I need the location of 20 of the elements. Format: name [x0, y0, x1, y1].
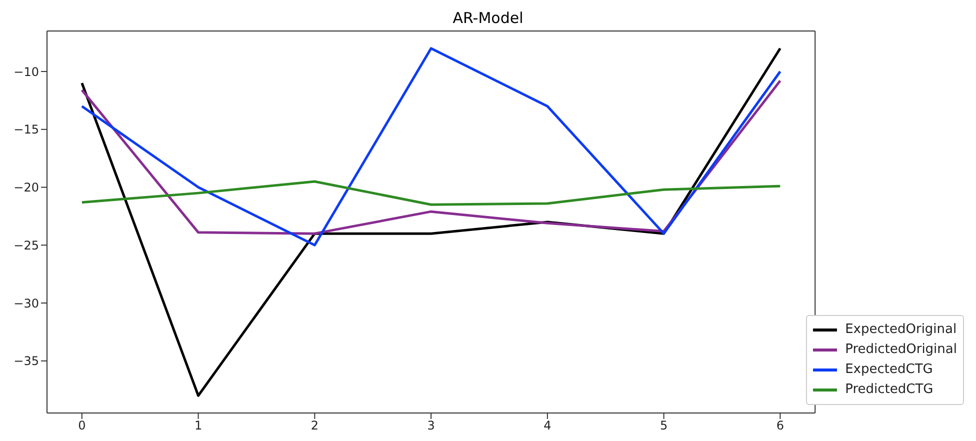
x-tick-label: 3	[427, 418, 435, 433]
y-tick-label: −25	[14, 238, 39, 252]
legend-label: ExpectedOriginal	[845, 321, 957, 339]
x-tick-label: 1	[194, 418, 202, 433]
legend-label: PredictedOriginal	[845, 341, 957, 359]
y-tick-label: −20	[14, 180, 39, 195]
line-series	[80, 47, 782, 246]
y-tick-label: −30	[14, 296, 39, 310]
x-tick-label: 6	[776, 418, 784, 433]
y-tick-label: −15	[14, 122, 39, 137]
legend-label: ExpectedCTG	[845, 361, 933, 379]
y-tick-label: −10	[14, 64, 39, 79]
legend-label: PredictedCTG	[845, 381, 934, 399]
x-tick-label: 5	[660, 418, 668, 433]
line-series	[80, 180, 782, 206]
chart-title: AR-Model	[452, 8, 524, 28]
x-tick-label: 0	[78, 418, 86, 433]
x-tick-label: 4	[544, 418, 552, 433]
y-tick-label: −35	[14, 354, 39, 368]
x-tick-label: 2	[310, 418, 318, 433]
